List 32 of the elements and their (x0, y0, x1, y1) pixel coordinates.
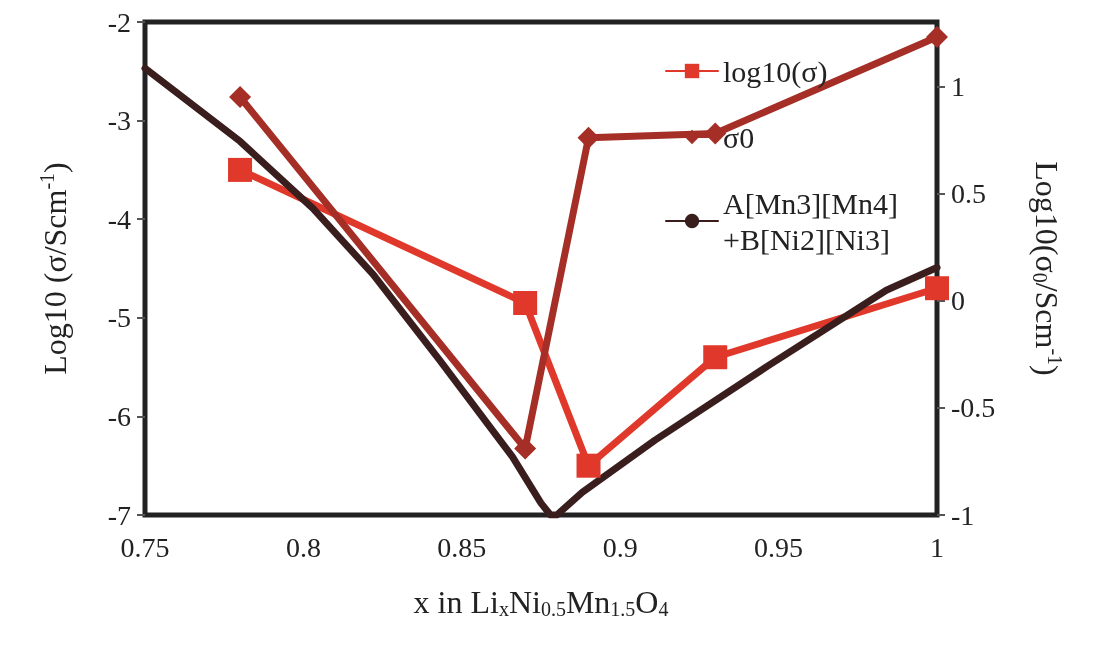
point (703, 345, 728, 370)
y2-axis-title: Log10(σ0/Scm-1) (1029, 161, 1066, 376)
point (514, 437, 537, 460)
y2-tick-label: 0 (951, 285, 965, 317)
point (925, 276, 949, 301)
y-tick-label: -2 (107, 6, 131, 38)
point (577, 126, 600, 149)
y2-tick-label: -1 (951, 499, 975, 531)
y2-tick-label: 1 (951, 70, 965, 102)
y-tick-label: -4 (107, 203, 131, 235)
y-tick-label: -3 (107, 105, 131, 137)
legend-label: σ0 (723, 120, 755, 154)
x-tick-label: 0.95 (754, 531, 804, 563)
y-axis-title: Log10 (σ/Scm-1) (36, 162, 73, 375)
point (926, 26, 948, 48)
x-tick-label: 0.8 (285, 531, 321, 563)
point (576, 453, 601, 478)
point (513, 291, 538, 316)
y-tick-label: -5 (107, 302, 131, 334)
x-axis-title: x in LixNi0.5Mn1.5O4 (413, 584, 669, 620)
x-tick-label: 0.85 (437, 531, 487, 563)
x-tick-label: 1 (930, 531, 944, 563)
y-tick-label: -6 (107, 400, 131, 432)
y2-tick-label: -0.5 (951, 392, 996, 424)
x-tick-label: 0.9 (602, 531, 638, 563)
y-tick-label: -7 (107, 499, 131, 531)
point (229, 86, 252, 109)
legend-label: A[Mn3][Mn4] +B[Ni2][Ni3] (723, 186, 899, 256)
x-tick-label: 0.75 (120, 531, 170, 563)
y2-tick-label: 0.5 (951, 177, 986, 209)
legend-label: log10(σ) (723, 54, 828, 89)
point (228, 157, 253, 182)
